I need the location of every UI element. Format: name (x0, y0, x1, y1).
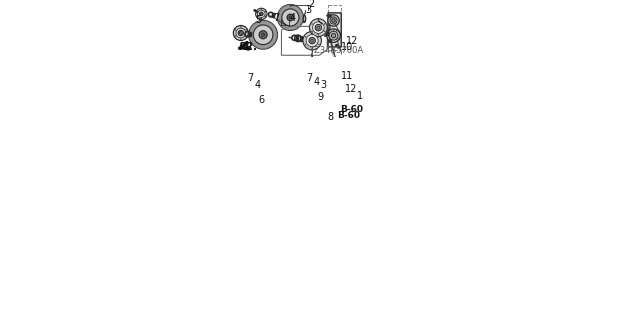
Circle shape (305, 44, 306, 45)
Circle shape (273, 13, 274, 14)
Circle shape (261, 18, 262, 19)
Circle shape (287, 14, 294, 21)
Text: 12: 12 (346, 36, 358, 46)
Circle shape (259, 31, 267, 39)
Circle shape (282, 9, 299, 26)
Circle shape (239, 32, 242, 34)
Circle shape (330, 17, 337, 24)
Text: 2: 2 (308, 0, 314, 9)
Circle shape (261, 9, 262, 10)
Circle shape (305, 36, 306, 37)
Circle shape (318, 36, 319, 37)
Circle shape (315, 24, 321, 31)
Text: 7: 7 (307, 73, 313, 83)
Circle shape (274, 14, 275, 15)
Circle shape (312, 56, 313, 57)
Circle shape (327, 29, 340, 43)
Circle shape (249, 33, 250, 34)
Text: 4: 4 (314, 77, 320, 87)
Circle shape (272, 13, 273, 14)
Circle shape (238, 30, 243, 36)
Circle shape (330, 41, 332, 42)
Circle shape (289, 37, 290, 38)
Text: 4: 4 (254, 80, 260, 90)
Text: 12: 12 (344, 84, 357, 94)
Circle shape (260, 12, 263, 16)
Text: 6: 6 (259, 95, 264, 105)
Circle shape (249, 20, 277, 49)
Circle shape (257, 16, 258, 17)
Circle shape (253, 25, 273, 44)
Circle shape (261, 33, 265, 37)
Text: 8: 8 (327, 112, 333, 122)
Circle shape (318, 44, 319, 45)
Circle shape (324, 31, 325, 32)
Text: 5: 5 (255, 15, 261, 25)
Circle shape (235, 29, 236, 30)
Circle shape (234, 26, 248, 40)
Circle shape (254, 10, 255, 11)
Circle shape (265, 16, 266, 17)
Circle shape (317, 26, 320, 29)
Text: 4: 4 (289, 13, 296, 23)
Circle shape (291, 37, 292, 38)
Circle shape (328, 31, 329, 33)
Circle shape (329, 40, 330, 41)
Text: 1: 1 (357, 91, 364, 101)
Circle shape (310, 39, 314, 42)
Circle shape (329, 31, 338, 40)
Circle shape (303, 31, 321, 50)
Text: 9: 9 (317, 92, 324, 102)
Text: 3: 3 (320, 80, 326, 90)
Circle shape (318, 20, 319, 21)
Circle shape (257, 11, 258, 12)
Circle shape (326, 15, 328, 16)
Circle shape (328, 15, 339, 26)
Circle shape (290, 37, 291, 38)
FancyBboxPatch shape (328, 13, 341, 47)
Circle shape (258, 10, 265, 18)
Circle shape (278, 4, 303, 30)
Circle shape (332, 34, 335, 38)
Circle shape (332, 19, 335, 22)
FancyBboxPatch shape (328, 26, 330, 29)
Bar (328, 5, 341, 50)
Text: 7: 7 (247, 73, 253, 83)
Circle shape (255, 8, 267, 20)
Circle shape (310, 19, 327, 36)
Text: TZ34B5700A: TZ34B5700A (309, 46, 364, 55)
Circle shape (265, 11, 266, 12)
Circle shape (251, 33, 252, 34)
Circle shape (328, 27, 330, 28)
Text: 7: 7 (273, 13, 280, 23)
Circle shape (328, 35, 329, 36)
Circle shape (236, 28, 246, 38)
Circle shape (312, 22, 324, 33)
Text: 10: 10 (341, 42, 353, 52)
Circle shape (250, 33, 251, 34)
Circle shape (260, 13, 262, 15)
Text: B-60: B-60 (340, 105, 364, 114)
Circle shape (318, 35, 319, 36)
Circle shape (289, 16, 292, 19)
Circle shape (306, 35, 318, 47)
Text: 11: 11 (341, 71, 353, 81)
Text: B-60: B-60 (337, 111, 360, 120)
Text: 3: 3 (305, 5, 312, 15)
Text: FR.: FR. (238, 42, 258, 52)
Circle shape (275, 14, 276, 15)
Circle shape (309, 37, 316, 44)
